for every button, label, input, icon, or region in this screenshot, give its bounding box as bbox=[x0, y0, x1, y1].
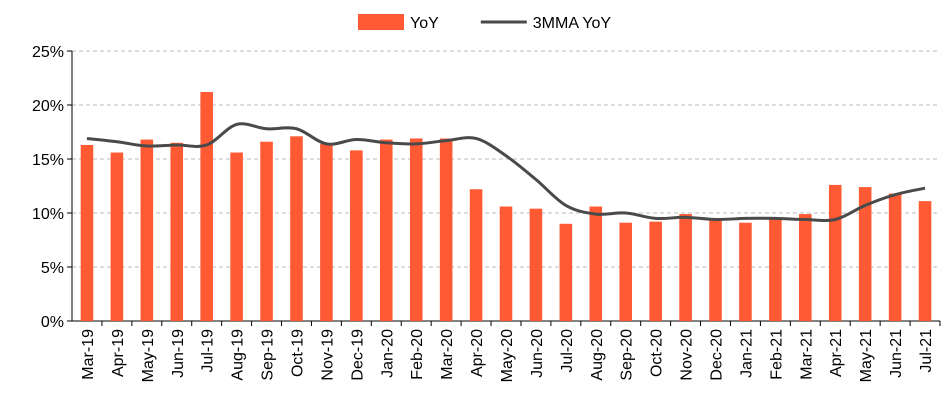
bar bbox=[858, 187, 872, 321]
bar bbox=[918, 201, 932, 321]
y-tick-label: 15% bbox=[32, 152, 64, 169]
x-tick-label: Feb-20 bbox=[409, 329, 426, 380]
bar bbox=[230, 152, 243, 321]
legend-label: 3MMA YoY bbox=[533, 15, 612, 32]
x-tick-label: Jan-20 bbox=[379, 329, 396, 378]
bar bbox=[379, 139, 393, 321]
x-tick-label: Sep-20 bbox=[619, 329, 636, 381]
x-tick-label: Dec-19 bbox=[349, 329, 366, 381]
bar bbox=[769, 218, 782, 321]
x-tick-label: Jul-21 bbox=[918, 329, 935, 373]
x-tick-label: Oct-19 bbox=[289, 329, 306, 377]
bar bbox=[200, 92, 213, 321]
x-tick-label: Dec-20 bbox=[709, 329, 726, 381]
x-tick-label: Aug-20 bbox=[589, 329, 606, 381]
bar bbox=[589, 206, 603, 321]
bar bbox=[110, 152, 124, 321]
y-tick-label: 0% bbox=[41, 314, 64, 331]
x-tick-label: Jul-19 bbox=[200, 329, 217, 373]
bar bbox=[350, 150, 363, 321]
line bbox=[86, 122, 926, 223]
x-tick-label: Jan-21 bbox=[738, 329, 755, 378]
bar bbox=[828, 184, 842, 321]
x-tick-label: Jun-20 bbox=[529, 329, 546, 378]
x-tick-label: Aug-19 bbox=[230, 329, 247, 381]
x-tick-label: Nov-20 bbox=[679, 329, 696, 381]
y-tick-label: 20% bbox=[32, 98, 64, 115]
legend-swatch bbox=[358, 14, 404, 30]
x-tick-label: Sep-19 bbox=[260, 329, 277, 381]
bar bbox=[499, 206, 513, 321]
x-tick-label: May-21 bbox=[858, 329, 875, 382]
x-tick-label: Apr-20 bbox=[469, 329, 486, 377]
x-tick-label: Nov-19 bbox=[319, 329, 336, 381]
x-tick-label: Feb-21 bbox=[768, 329, 785, 380]
bar bbox=[409, 138, 423, 321]
bar bbox=[320, 143, 333, 321]
x-tick-label: May-19 bbox=[140, 329, 157, 382]
bar bbox=[469, 189, 483, 321]
y-tick-label: 5% bbox=[41, 260, 64, 277]
bar bbox=[290, 136, 303, 321]
bar bbox=[739, 222, 752, 321]
bar bbox=[170, 142, 184, 321]
bar bbox=[80, 144, 94, 321]
bar bbox=[709, 218, 722, 321]
x-tick-label: Mar-19 bbox=[80, 329, 97, 380]
bar bbox=[679, 214, 692, 321]
x-tick-label: Jun-21 bbox=[888, 329, 905, 378]
x-tick-label: Mar-21 bbox=[798, 329, 815, 380]
bar bbox=[140, 139, 154, 321]
x-tick-label: Jun-19 bbox=[170, 329, 187, 378]
bar bbox=[619, 222, 633, 321]
y-tick-label: 10% bbox=[32, 206, 64, 223]
legend-label: YoY bbox=[410, 15, 439, 32]
bar bbox=[888, 193, 902, 321]
x-tick-label: Oct-20 bbox=[649, 329, 666, 377]
x-tick-label: May-20 bbox=[499, 329, 516, 382]
x-tick-label: Apr-19 bbox=[110, 329, 127, 377]
bar bbox=[260, 141, 273, 321]
bar bbox=[529, 208, 543, 321]
bar bbox=[559, 223, 573, 321]
bar bbox=[799, 214, 812, 321]
x-tick-label: Jul-20 bbox=[559, 329, 576, 373]
x-tick-label: Mar-20 bbox=[439, 329, 456, 380]
y-tick-label: 25% bbox=[32, 44, 64, 61]
bar bbox=[439, 138, 453, 321]
x-tick-label: Apr-21 bbox=[828, 329, 845, 377]
bar bbox=[649, 221, 662, 321]
